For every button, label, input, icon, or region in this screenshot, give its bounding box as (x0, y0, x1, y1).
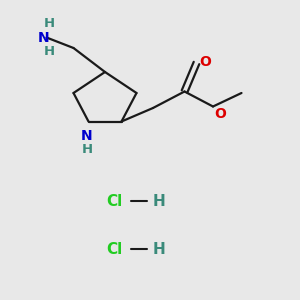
Text: O: O (214, 107, 226, 121)
Text: H: H (153, 242, 165, 256)
Text: N: N (81, 129, 93, 143)
Text: N: N (38, 31, 49, 44)
Text: H: H (44, 45, 55, 58)
Text: Cl: Cl (106, 242, 122, 256)
Text: Cl: Cl (106, 194, 122, 208)
Text: O: O (199, 55, 211, 68)
Text: H: H (153, 194, 165, 208)
Text: H: H (81, 143, 93, 156)
Text: H: H (44, 16, 55, 30)
